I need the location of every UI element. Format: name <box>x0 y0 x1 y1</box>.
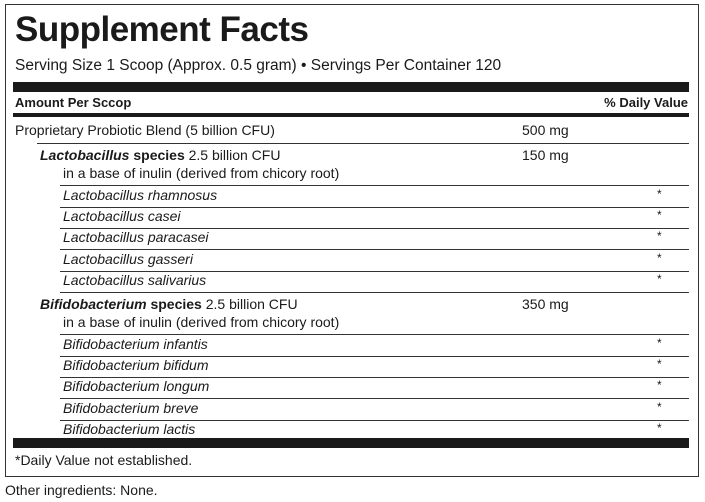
strain-name: Lactobacillus salivarius <box>63 271 207 288</box>
group-base: in a base of inulin (derived from chicor… <box>63 314 340 330</box>
supplement-facts-panel <box>5 4 699 477</box>
dv-asterisk: * <box>657 378 662 393</box>
divider <box>60 207 689 208</box>
group-base: in a base of inulin (derived from chicor… <box>63 165 340 181</box>
strain-name: Bifidobacterium infantis <box>63 336 208 352</box>
strain-name: Bifidobacterium longum <box>63 378 210 395</box>
divider <box>60 377 689 379</box>
strain-name: Lactobacillus paracasei <box>63 229 209 246</box>
dv-asterisk: * <box>657 336 662 350</box>
group-amount: 150 mg <box>522 147 569 163</box>
thick-divider <box>13 82 689 92</box>
divider <box>60 270 689 272</box>
divider <box>60 419 689 421</box>
strain-name: Bifidobacterium bifidum <box>63 357 209 374</box>
footnote: *Daily Value not established. <box>15 452 193 468</box>
serving-info: Serving Size 1 Scoop (Approx. 0.5 gram) … <box>15 57 502 74</box>
group-cfu: 2.5 billion CFU <box>205 296 298 312</box>
group-amount: 350 mg <box>522 296 569 312</box>
dv-header: % Daily Value <box>604 95 688 110</box>
divider <box>60 228 689 230</box>
dv-asterisk: * <box>657 229 662 244</box>
group-cfu: 2.5 billion CFU <box>188 147 281 163</box>
group-heading: Bifidobacterium species 2.5 billion CFU <box>40 296 298 312</box>
medium-divider <box>13 113 689 117</box>
blend-amount: 500 mg <box>522 122 569 138</box>
genus: Lactobacillus <box>40 147 130 163</box>
dv-asterisk: * <box>657 208 662 223</box>
strain-name: Lactobacillus gasseri <box>63 250 193 267</box>
dv-asterisk: * <box>657 271 662 286</box>
divider <box>60 398 689 400</box>
dv-asterisk: * <box>657 357 662 372</box>
strain-name: Bifidobacterium breve <box>63 399 199 416</box>
strain-name: Bifidobacterium lactis <box>63 420 196 437</box>
divider <box>60 334 689 335</box>
blend-name: Proprietary Probiotic Blend (5 billion C… <box>15 122 275 138</box>
panel-title: Supplement Facts <box>15 10 309 49</box>
dv-asterisk: * <box>657 399 662 414</box>
amount-header: Amount Per Sccop <box>15 95 132 110</box>
divider <box>60 291 689 293</box>
divider <box>60 356 689 357</box>
species-word: species <box>150 296 202 312</box>
species-word: species <box>133 147 185 163</box>
dv-asterisk: * <box>657 187 662 201</box>
strain-name: Lactobacillus casei <box>63 208 181 225</box>
dv-asterisk: * <box>657 420 662 435</box>
genus: Bifidobacterium <box>40 296 147 312</box>
strain-name: Lactobacillus rhamnosus <box>63 187 218 203</box>
divider <box>60 249 689 251</box>
divider <box>37 143 689 144</box>
other-ingredients: Other ingredients: None. <box>5 482 158 498</box>
divider <box>60 185 689 186</box>
group-heading: Lactobacillus species 2.5 billion CFU <box>40 147 280 163</box>
thick-divider <box>13 438 689 448</box>
dv-asterisk: * <box>657 250 662 265</box>
